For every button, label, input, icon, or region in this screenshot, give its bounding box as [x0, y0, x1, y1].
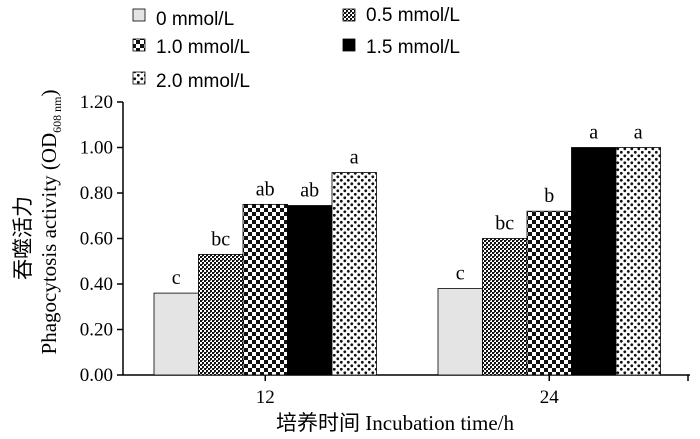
- y-tick-label: 0.80: [80, 183, 113, 204]
- legend-swatch: [132, 71, 146, 85]
- legend-label: 0.5 mmol/L: [366, 5, 460, 26]
- legend-swatch: [132, 38, 146, 52]
- y-tick-label: 1.20: [80, 92, 113, 113]
- legend-swatch: [342, 38, 356, 52]
- significance-label: ab: [300, 180, 319, 202]
- significance-label: b: [544, 185, 554, 207]
- y-tick-label: 0.40: [80, 274, 113, 295]
- legend-swatch: [132, 8, 146, 22]
- y-tick-label: 0.20: [80, 320, 113, 341]
- x-axis-title: 培养时间 Incubation time/h: [276, 411, 514, 435]
- bar: [153, 292, 199, 376]
- bar: [615, 147, 661, 376]
- bar: [571, 147, 617, 376]
- y-axis-title-cn: 吞噬活力: [11, 196, 35, 280]
- significance-label: a: [634, 122, 643, 144]
- legend-label: 1.5 mmol/L: [366, 37, 460, 58]
- bar: [526, 210, 572, 376]
- bar: [198, 254, 244, 376]
- y-tick-label: 0.00: [80, 365, 113, 386]
- significance-label: bc: [495, 213, 514, 235]
- significance-label: c: [172, 267, 181, 289]
- significance-label: a: [589, 122, 598, 144]
- significance-label: c: [456, 263, 465, 285]
- bar: [437, 288, 483, 376]
- legend-label: 2.0 mmol/L: [156, 71, 250, 92]
- legend-label: 1.0 mmol/L: [156, 37, 250, 58]
- bar: [482, 238, 528, 376]
- y-tick-label: 1.00: [80, 138, 113, 159]
- x-tick-label: 12: [256, 387, 275, 408]
- significance-label: a: [350, 147, 359, 169]
- bar: [331, 172, 377, 376]
- bar: [287, 205, 333, 376]
- x-tick-label: 24: [540, 387, 560, 408]
- bar: [242, 203, 288, 376]
- legend-swatch: [342, 8, 356, 22]
- y-tick-label: 0.60: [80, 229, 113, 250]
- legend-label: 0 mmol/L: [156, 9, 234, 30]
- significance-label: bc: [211, 228, 230, 250]
- significance-label: ab: [256, 178, 275, 200]
- y-axis-title-en: Phagocytosis activity (OD608 nm): [37, 90, 64, 355]
